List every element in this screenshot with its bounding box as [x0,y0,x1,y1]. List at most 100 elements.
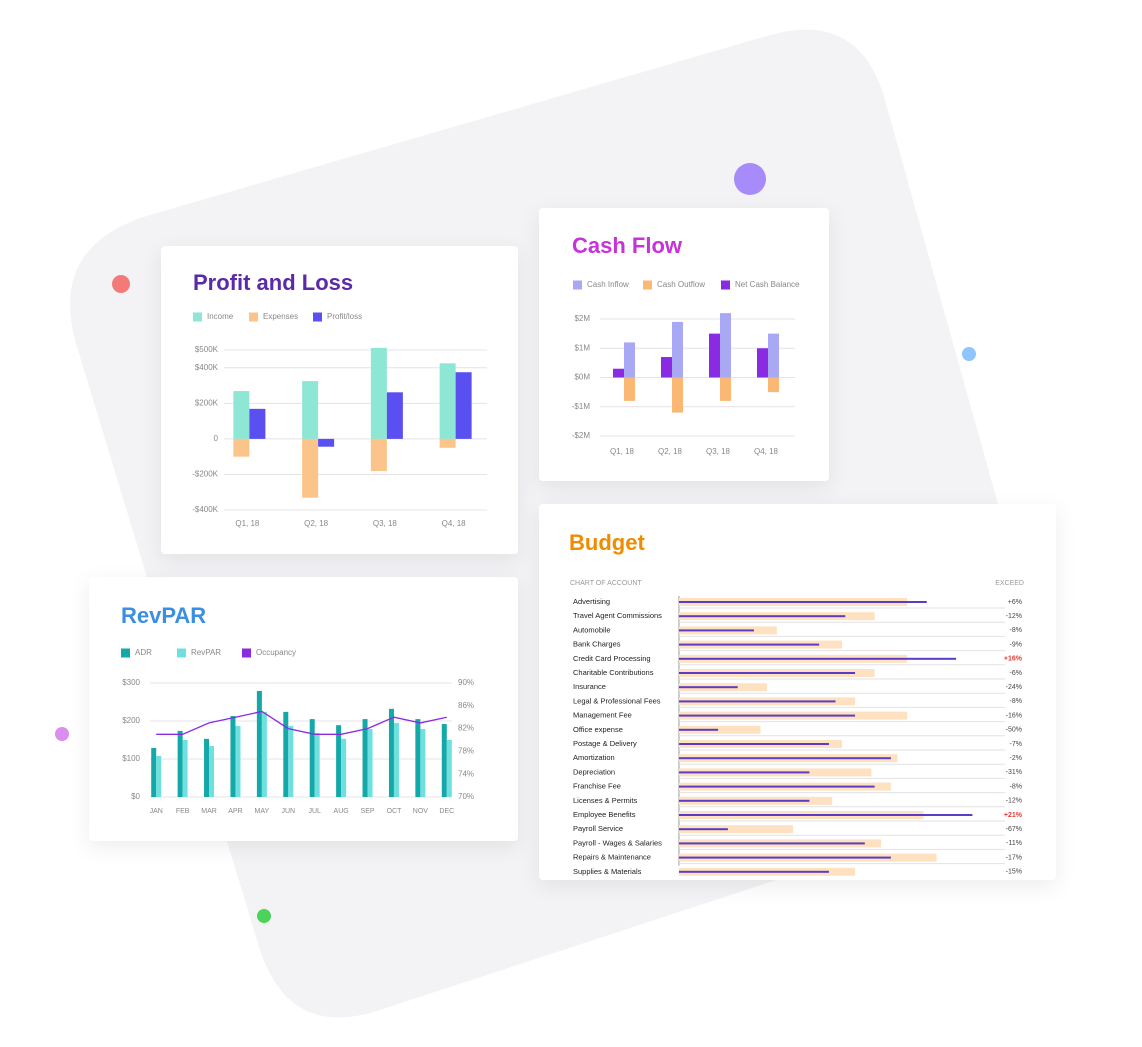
bar [393,722,399,797]
bar [420,728,426,797]
x-tick-label: Q2, 18 [304,519,329,528]
row-label: Repairs & Maintenance [573,853,651,862]
bar [283,711,289,797]
bar [156,755,162,797]
exceed-label: -8% [1010,627,1022,634]
y-tick-label: $400K [195,363,219,372]
actual-bar [679,856,891,859]
exceed-label: -17% [1006,854,1022,861]
legend-label: Income [207,312,234,321]
row-label: Advertising [573,597,610,606]
y-tick-label: 82% [458,724,474,733]
y-tick-label: $0 [131,792,140,801]
actual-bar [679,757,891,760]
row-label: Bank Charges [573,640,621,649]
x-tick-label: MAY [255,808,270,815]
bar [288,725,294,797]
y-tick-label: 90% [458,678,474,687]
row-label: Automobile [573,625,611,634]
exceed-label: -7% [1010,741,1022,748]
dot [257,909,271,923]
exceed-label: -12% [1006,798,1022,805]
bar [439,363,456,439]
x-tick-label: Q1, 18 [235,519,260,528]
budget-bar [679,725,761,734]
legend-label: Net Cash Balance [735,280,800,289]
actual-bar [679,615,846,618]
bar [768,333,779,378]
bar [233,438,250,457]
y-tick-label: -$400K [192,505,218,514]
bar [302,438,319,498]
legend-swatch [721,280,730,290]
legend-swatch [249,312,258,322]
bar [177,730,183,797]
x-tick-label: JUN [281,808,295,815]
y-tick-label: -$1M [572,402,591,411]
x-tick-label: Q3, 18 [373,519,398,528]
legend-label: RevPAR [191,648,221,657]
card [539,504,1056,880]
bar [336,725,342,797]
row-label: Licenses & Permits [573,796,637,805]
bar [386,392,403,439]
y-tick-label: $500K [195,345,219,354]
bar [261,711,267,797]
actual-bar [679,700,836,703]
bar [318,438,335,447]
row-label: Postage & Delivery [573,739,637,748]
legend-swatch [121,648,130,658]
bar [341,738,347,797]
bar [362,719,368,797]
row-label: Insurance [573,682,606,691]
column-header: CHART OF ACCOUNT [570,580,642,587]
x-tick-label: OCT [387,808,403,815]
y-tick-label: -$200K [192,470,218,479]
bar [235,725,241,797]
exceed-label: -67% [1006,826,1022,833]
bar [309,719,315,797]
card [89,577,518,841]
row-label: Employee Benefits [573,810,636,819]
exceed-label: -16% [1006,712,1022,719]
row-label: Travel Agent Commissions [573,611,662,620]
row-label: Charitable Contributions [573,668,654,677]
bar [370,347,387,439]
bar [151,747,157,797]
y-tick-label: $0M [574,373,590,382]
legend-swatch [193,312,202,322]
row-label: Supplies & Materials [573,867,642,876]
y-tick-label: $100 [122,754,140,763]
actual-bar [679,728,719,731]
bar [302,381,319,439]
actual-bar [679,842,865,845]
column-header: EXCEED [995,580,1024,587]
x-tick-label: Q3, 18 [706,447,731,456]
y-tick-label: 86% [458,701,474,710]
bar [415,719,421,797]
bar [709,333,720,378]
actual-bar [679,672,856,674]
bar [768,377,779,393]
exceed-label: -8% [1010,783,1022,790]
card [539,208,829,481]
bar [446,740,452,797]
actual-bar [679,799,810,802]
chart-title: Cash Flow [572,233,683,258]
actual-bar [679,714,856,717]
actual-bar [679,785,875,788]
actual-bar [679,814,973,816]
bar [209,746,215,797]
chart-title: RevPAR [121,603,206,628]
x-tick-label: Q1, 18 [610,447,635,456]
bar [613,368,624,378]
x-tick-label: AUG [334,808,349,815]
y-tick-label: $2M [574,314,590,323]
row-label: Office expense [573,725,623,734]
bar [672,377,683,413]
exceed-label: +21% [1004,812,1023,819]
actual-bar [679,686,738,689]
bar [439,438,456,448]
exceed-label: -2% [1010,755,1022,762]
row-label: Franchise Fee [573,782,621,791]
